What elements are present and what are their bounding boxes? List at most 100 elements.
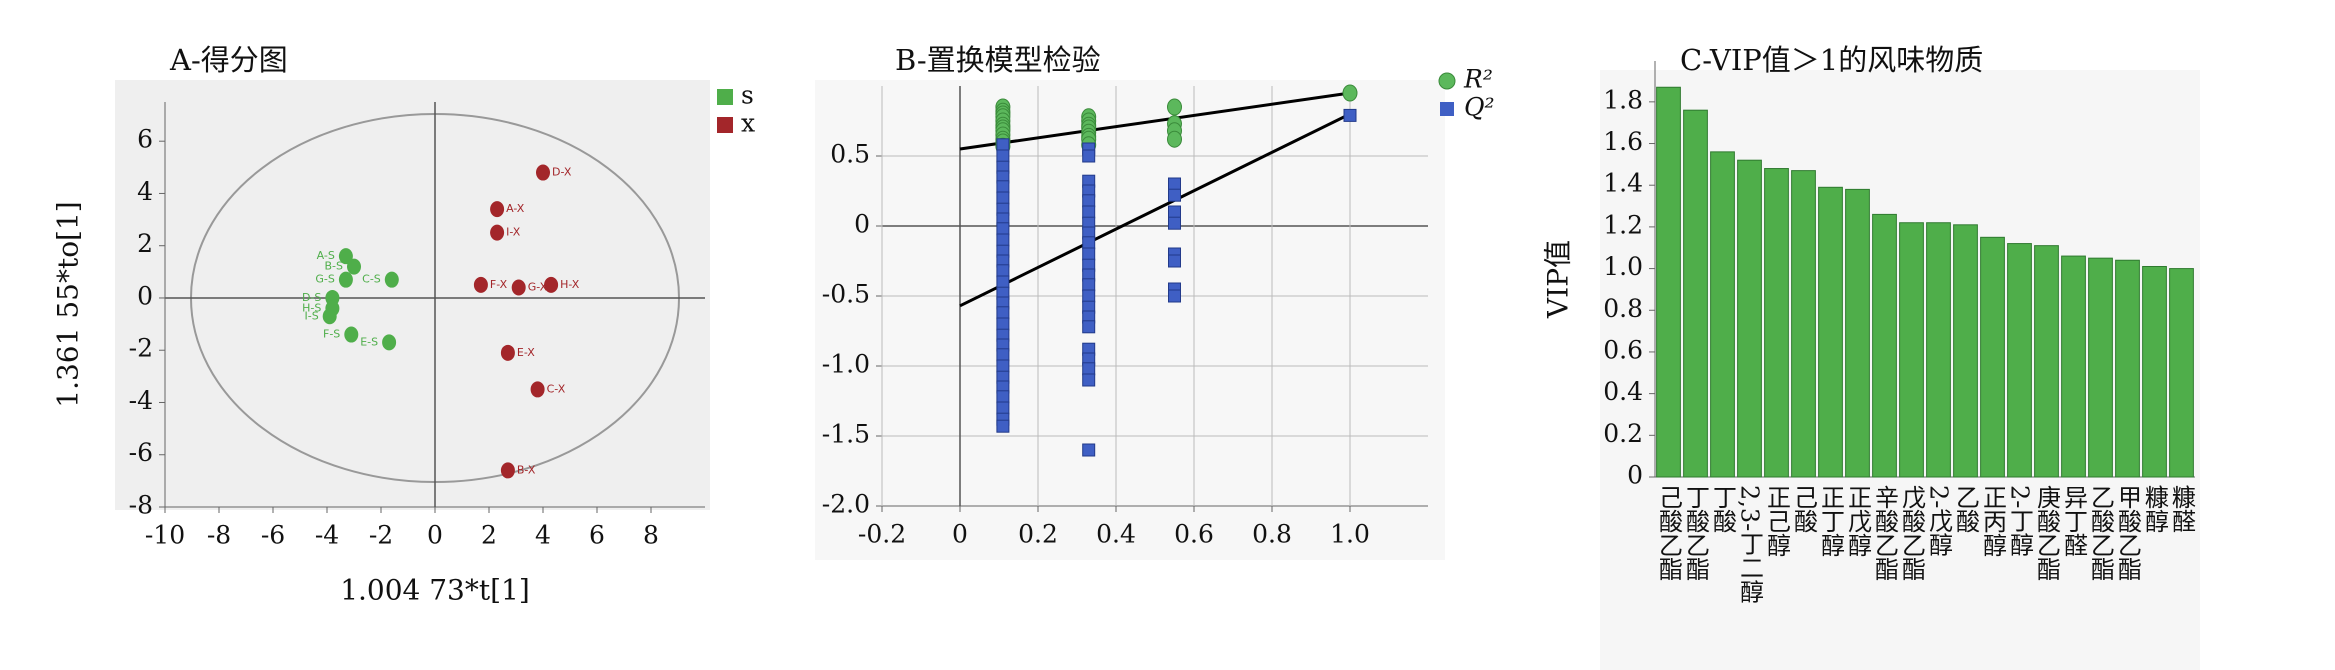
- x-tick-label: 正己醇: [1763, 485, 1791, 557]
- point-label: G-X: [528, 281, 548, 294]
- chart-title: B-置换模型检验: [895, 43, 1101, 77]
- y-tick-label: 0: [854, 210, 870, 239]
- x-tick-label: 乙酸: [1952, 485, 1980, 533]
- point: [347, 258, 361, 275]
- point-label: A-S: [317, 249, 335, 262]
- y-tick-label: -4: [129, 386, 153, 415]
- bar: [2061, 255, 2086, 478]
- point: [1082, 320, 1096, 334]
- x-tick-label: -0.2: [858, 520, 906, 549]
- x-tick-label: 0.4: [1096, 520, 1136, 549]
- y-tick-label: 4: [137, 177, 153, 206]
- x-tick-label: 2,3-丁二醇: [1736, 485, 1764, 603]
- y-tick-label: -1.5: [822, 420, 870, 449]
- point: [996, 359, 1010, 373]
- point: [996, 401, 1010, 415]
- x-tick-label: 0.8: [1252, 520, 1292, 549]
- point: [473, 276, 488, 293]
- x-tick-label: -4: [315, 521, 339, 550]
- point: [996, 222, 1010, 236]
- x-tick-label: 正丙醇: [1979, 485, 2007, 557]
- x-tick-label: 辛酸乙酯: [1871, 485, 1899, 581]
- y-tick-label: 0.8: [1603, 294, 1643, 323]
- point-label: A-X: [506, 202, 525, 215]
- point: [344, 326, 359, 343]
- point-label: I-X: [506, 226, 521, 239]
- bar: [1872, 213, 1897, 478]
- point: [1082, 247, 1096, 261]
- point: [1082, 194, 1096, 208]
- point: [1343, 108, 1357, 122]
- y-tick-label: 1.0: [1603, 252, 1643, 281]
- point: [536, 164, 550, 181]
- bar: [2088, 257, 2113, 478]
- point: [996, 180, 1010, 194]
- x-tick-label: 2-戊醇: [1925, 485, 1953, 556]
- point-label: B-S: [325, 260, 344, 273]
- x-tick-label: 8: [643, 521, 659, 550]
- x-tick-label: 2-丁醇: [2006, 485, 2034, 556]
- x-tick-label: 乙酸乙酯: [2087, 485, 2115, 581]
- point: [996, 275, 1010, 289]
- bar: [2115, 259, 2140, 478]
- x-tick-label: 庚酸乙酯: [2033, 485, 2061, 581]
- y-tick-label: -0.5: [822, 280, 870, 309]
- y-axis-label: VIP值: [1542, 240, 1575, 319]
- point: [1082, 149, 1096, 163]
- bar: [1899, 222, 1924, 478]
- bar: [1791, 170, 1816, 478]
- x-tick-label: 己酸: [1790, 485, 1818, 533]
- x-tick-label: 正戊醇: [1844, 485, 1872, 557]
- x-tick-label: 4: [535, 521, 551, 550]
- legend-swatch: [717, 117, 733, 133]
- y-tick-label: 6: [137, 125, 153, 154]
- x-tick-label: 丁酸乙酯: [1682, 485, 1710, 581]
- point: [1168, 254, 1181, 268]
- point-label: D-S: [302, 291, 321, 304]
- point: [996, 264, 1010, 278]
- x-tick-label: 0.2: [1018, 520, 1058, 549]
- x-tick-label: 丁酸: [1709, 485, 1737, 533]
- point: [1082, 362, 1096, 376]
- y-tick-label: -2.0: [822, 490, 870, 519]
- legend-swatch: [717, 89, 733, 105]
- point: [996, 138, 1010, 152]
- bar: [1683, 109, 1708, 478]
- point-label: H-S: [302, 301, 321, 314]
- chart-title: A-得分图: [169, 43, 288, 77]
- y-tick-label: 0.2: [1603, 419, 1643, 448]
- point: [1168, 205, 1181, 219]
- point-label: E-S: [360, 335, 378, 348]
- point: [996, 306, 1010, 320]
- legend-label: R²: [1463, 65, 1493, 94]
- bar: [1764, 168, 1789, 478]
- y-tick-label: 1.6: [1603, 127, 1643, 156]
- point: [996, 419, 1010, 433]
- point: [338, 248, 353, 265]
- point: [490, 224, 505, 241]
- bar: [1980, 236, 2005, 478]
- x-tick-label: 异丁醛: [2060, 485, 2088, 557]
- legend-swatch: [1440, 102, 1454, 116]
- point: [996, 149, 1010, 163]
- point: [1082, 373, 1096, 387]
- x-tick-label: 0: [427, 521, 443, 550]
- chart-title: C-VIP值＞1的风味物质: [1680, 43, 1983, 77]
- point: [1082, 205, 1096, 219]
- point: [1168, 188, 1181, 202]
- point: [996, 191, 1010, 205]
- y-tick-label: 0.4: [1603, 377, 1643, 406]
- point: [1082, 443, 1096, 457]
- x-tick-label: 2: [481, 521, 497, 550]
- x-tick-label: -2: [369, 521, 393, 550]
- y-tick-label: 1.8: [1603, 85, 1643, 114]
- y-tick-label: 1.4: [1603, 169, 1643, 198]
- bar: [1818, 186, 1843, 478]
- point: [530, 381, 545, 398]
- x-axis-label: 1.004 73*t[1]: [340, 574, 530, 607]
- x-tick-label: -10: [145, 521, 185, 550]
- point: [1168, 289, 1181, 303]
- y-tick-label: -6: [129, 438, 153, 467]
- x-tick-label: 1.0: [1330, 520, 1370, 549]
